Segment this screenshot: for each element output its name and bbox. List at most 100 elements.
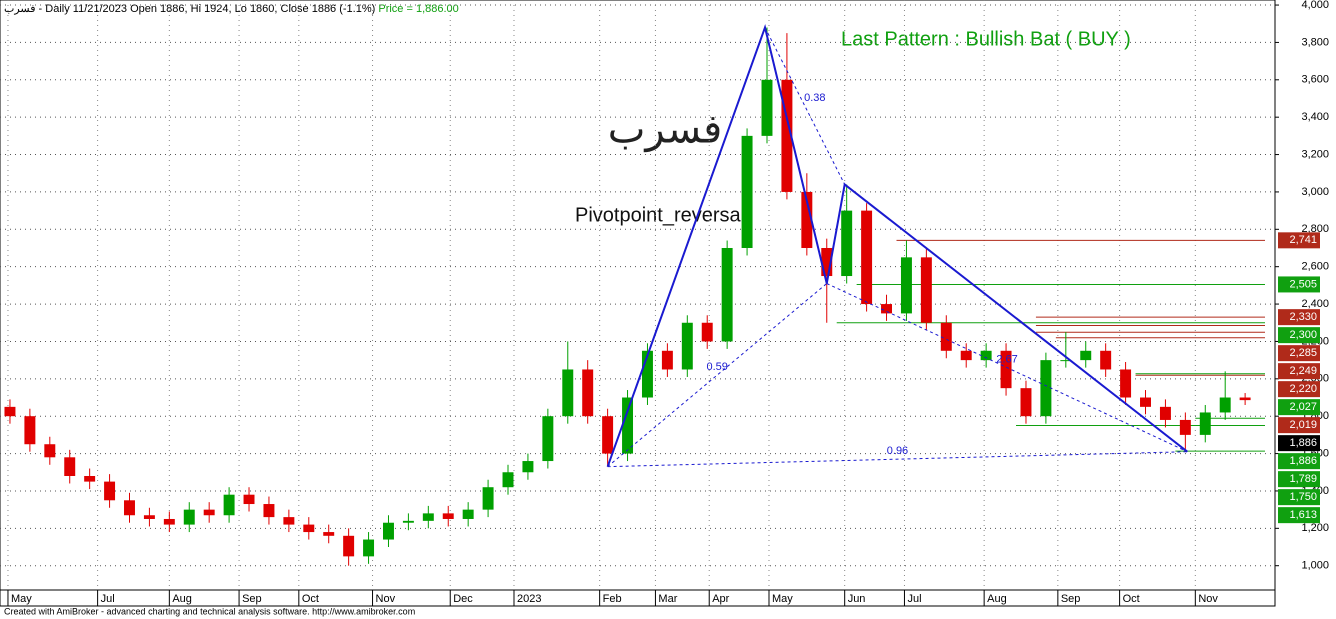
candle-body [801, 191, 813, 248]
candle-body [502, 472, 514, 488]
x-tick-label: Jul [907, 593, 921, 605]
candle-body [84, 475, 96, 482]
level-label: 2,300 [1289, 329, 1317, 341]
x-tick-label: Feb [603, 593, 622, 605]
x-tick-label: 2023 [517, 593, 541, 605]
candle-body [442, 513, 454, 519]
candle-body [303, 524, 315, 533]
ratio-label: 0.96 [887, 445, 908, 457]
candle-body [582, 369, 594, 417]
candle-body [283, 517, 295, 525]
level-tag [1278, 399, 1320, 416]
x-tick-label: Oct [302, 593, 319, 605]
y-tick-label: 1,200 [1301, 522, 1329, 534]
x-tick-label: Oct [1123, 593, 1140, 605]
candle-body [721, 247, 733, 342]
indicator-title: Pivotpoint_reversal [575, 204, 745, 226]
candle-body [24, 416, 36, 445]
candle-body [881, 304, 893, 314]
candle-body [861, 210, 873, 305]
candle-body [641, 350, 653, 398]
candle-body [1120, 369, 1132, 398]
candle-body [183, 509, 195, 525]
candle-body [1179, 419, 1191, 435]
x-tick-label: Nov [376, 593, 396, 605]
candle-body [761, 79, 773, 136]
candle-body [203, 509, 215, 516]
level-label: 1,886 [1289, 437, 1317, 449]
y-tick-label: 4,000 [1301, 0, 1329, 11]
candle-body [1000, 350, 1012, 389]
candle-body [1080, 350, 1092, 361]
candle-body [223, 494, 235, 516]
plot-frame [0, 0, 1276, 607]
x-tick-label: May [772, 593, 793, 605]
candle-body [602, 416, 614, 454]
ratio-line [607, 451, 1188, 468]
ratio-line [764, 27, 846, 185]
level-label: 1,750 [1289, 491, 1317, 503]
ratio-line [826, 283, 1188, 453]
x-tick-label: Jul [101, 593, 115, 605]
candle-body [163, 518, 175, 525]
candle-body [143, 515, 155, 519]
level-tag [1278, 435, 1320, 452]
x-tick-label: May [11, 593, 32, 605]
candle-body [1239, 397, 1251, 401]
candle-body [104, 481, 116, 501]
x-tick-label: Aug [987, 593, 1007, 605]
candle-body [542, 416, 554, 462]
level-label: 2,019 [1289, 419, 1317, 431]
y-tick-label: 3,200 [1301, 148, 1329, 160]
candle-body [960, 350, 972, 361]
candle-body [64, 457, 76, 476]
level-tag [1278, 489, 1320, 506]
level-tag [1278, 381, 1320, 398]
candle-body [482, 487, 494, 510]
candle-body [402, 520, 414, 523]
candle-body [562, 369, 574, 417]
y-tick-label: 3,600 [1301, 74, 1329, 86]
candle-body [124, 500, 135, 516]
candle-body [382, 522, 394, 540]
x-tick-label: Apr [712, 593, 729, 605]
x-tick-label: Sep [242, 593, 262, 605]
symbol-title: فسرب [608, 108, 723, 153]
x-tick-label: Nov [1198, 593, 1218, 605]
candle-body [661, 350, 673, 370]
candle-body [44, 444, 56, 458]
candle-body [841, 210, 853, 277]
footer: Created with AmiBroker - advanced charti… [4, 606, 415, 616]
candle-body [980, 350, 992, 361]
candle-body [920, 257, 932, 323]
level-label: 2,505 [1289, 278, 1317, 290]
candle-body [1060, 360, 1072, 362]
candle-body [263, 504, 275, 518]
level-tag [1278, 363, 1320, 380]
candle-body [1140, 397, 1151, 407]
level-tag [1278, 309, 1320, 326]
candle-body [323, 532, 335, 536]
ratio-label: 0.38 [804, 92, 825, 104]
level-tag [1278, 276, 1320, 293]
level-label: 2,741 [1289, 234, 1317, 246]
candle-body [781, 79, 793, 192]
candle-body [422, 513, 434, 521]
candle-body [1219, 397, 1231, 413]
pattern-title: Last Pattern : Bullish Bat ( BUY ) [841, 28, 1131, 50]
x-tick-label: Dec [453, 593, 473, 605]
x-tick-label: Jun [848, 593, 866, 605]
candle-body [462, 509, 474, 519]
candle-body [622, 397, 634, 454]
header: فسرب - Daily 11/21/2023 Open 1886, Hi 19… [4, 3, 459, 15]
level-tag [1278, 327, 1320, 344]
candle-body [821, 247, 833, 277]
candle-body [343, 535, 355, 557]
level-label: 2,330 [1289, 311, 1317, 323]
candle-body [363, 539, 375, 557]
candle-body [1100, 350, 1112, 370]
candle-body [940, 322, 952, 351]
level-tag [1278, 232, 1320, 249]
level-label: 1,886 [1289, 455, 1317, 467]
